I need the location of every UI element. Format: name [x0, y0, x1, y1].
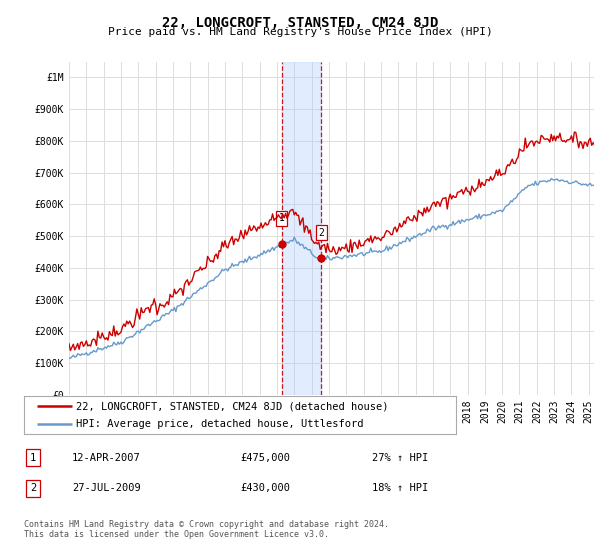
Text: Price paid vs. HM Land Registry's House Price Index (HPI): Price paid vs. HM Land Registry's House …: [107, 27, 493, 37]
Text: 1: 1: [279, 213, 285, 223]
Bar: [282, 62, 322, 395]
Text: 1: 1: [30, 452, 36, 463]
Text: 22, LONGCROFT, STANSTED, CM24 8JD: 22, LONGCROFT, STANSTED, CM24 8JD: [162, 16, 438, 30]
Text: £430,000: £430,000: [240, 483, 290, 493]
Text: £475,000: £475,000: [240, 452, 290, 463]
Text: 2: 2: [319, 228, 325, 238]
Text: 27% ↑ HPI: 27% ↑ HPI: [372, 452, 428, 463]
Text: Contains HM Land Registry data © Crown copyright and database right 2024.
This d: Contains HM Land Registry data © Crown c…: [24, 520, 389, 539]
Text: 2: 2: [30, 483, 36, 493]
Text: 18% ↑ HPI: 18% ↑ HPI: [372, 483, 428, 493]
Text: 27-JUL-2009: 27-JUL-2009: [72, 483, 141, 493]
Text: HPI: Average price, detached house, Uttlesford: HPI: Average price, detached house, Uttl…: [76, 419, 364, 429]
Text: 12-APR-2007: 12-APR-2007: [72, 452, 141, 463]
Text: 22, LONGCROFT, STANSTED, CM24 8JD (detached house): 22, LONGCROFT, STANSTED, CM24 8JD (detac…: [76, 401, 388, 411]
